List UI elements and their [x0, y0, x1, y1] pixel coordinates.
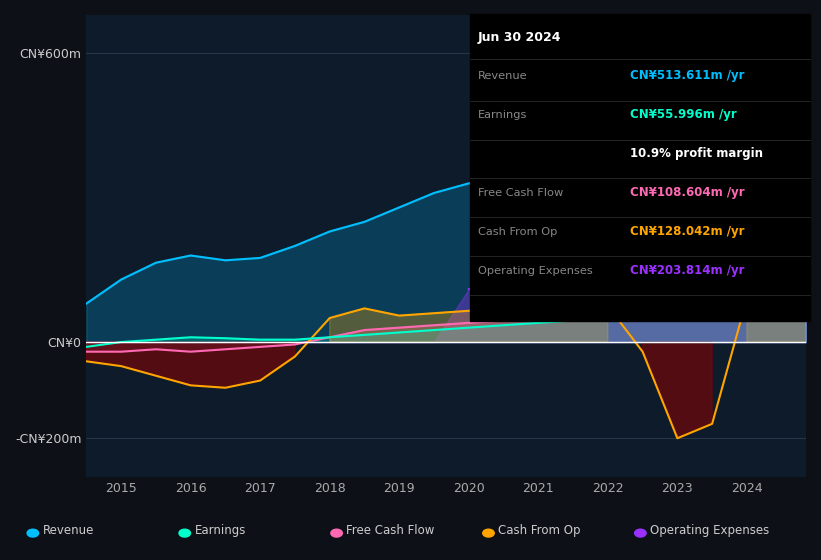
- Text: Earnings: Earnings: [478, 110, 527, 120]
- Text: Cash From Op: Cash From Op: [498, 524, 580, 537]
- Text: Cash From Op: Cash From Op: [478, 227, 557, 237]
- Text: 10.9% profit margin: 10.9% profit margin: [630, 147, 763, 160]
- Text: CN¥108.604m /yr: CN¥108.604m /yr: [630, 186, 745, 199]
- Text: Operating Expenses: Operating Expenses: [478, 265, 593, 276]
- Text: CN¥55.996m /yr: CN¥55.996m /yr: [630, 108, 736, 122]
- Text: Jun 30 2024: Jun 30 2024: [478, 31, 562, 44]
- Text: Revenue: Revenue: [478, 72, 527, 81]
- Text: Operating Expenses: Operating Expenses: [650, 524, 769, 537]
- Text: Earnings: Earnings: [195, 524, 246, 537]
- Text: CN¥513.611m /yr: CN¥513.611m /yr: [630, 69, 744, 82]
- Text: CN¥128.042m /yr: CN¥128.042m /yr: [630, 225, 744, 238]
- Text: Free Cash Flow: Free Cash Flow: [346, 524, 435, 537]
- Text: Free Cash Flow: Free Cash Flow: [478, 188, 563, 198]
- Text: CN¥203.814m /yr: CN¥203.814m /yr: [630, 264, 744, 277]
- Text: Revenue: Revenue: [43, 524, 94, 537]
